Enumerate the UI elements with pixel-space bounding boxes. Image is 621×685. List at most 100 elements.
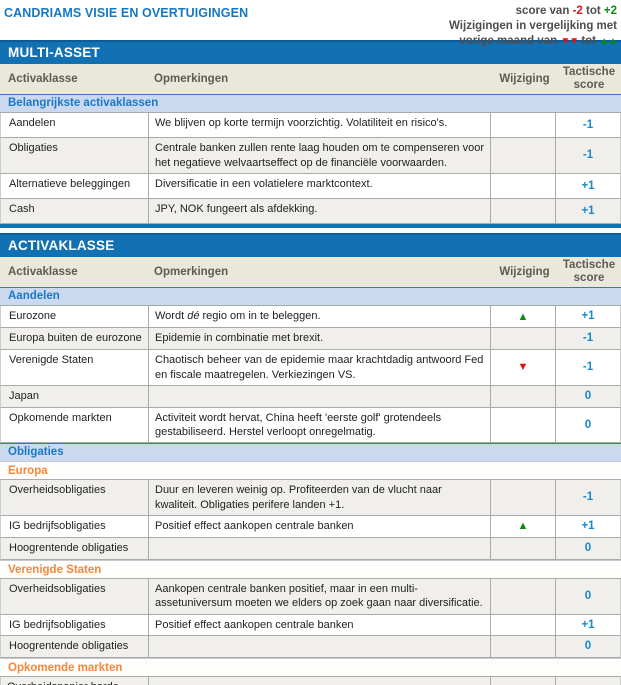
score-cell: 0 — [584, 389, 592, 402]
score-cell: 0 — [584, 418, 592, 431]
asset-cell: Hoogrentende obligaties — [1, 636, 149, 658]
change-cell — [491, 138, 556, 174]
remarks-cell: Diversificatie in een volatielere marktc… — [149, 174, 491, 199]
score-cell: -1 — [582, 118, 594, 131]
score-cell: 0 — [584, 640, 592, 653]
remarks-cell: Chaotisch beheer van de epidemie maar kr… — [149, 350, 491, 385]
opkomende-markten-rows: Overheidspapier harde munt Blootstelling… — [0, 676, 621, 685]
change-cell — [491, 677, 556, 685]
score-min: -2 — [572, 5, 583, 17]
score-range-sep: tot — [582, 5, 604, 17]
change-range-line: vorige maand van ▼▼ tot ▲▲ — [449, 34, 618, 49]
remarks-cell — [149, 385, 491, 407]
table-row: Opkomende markten Activiteit wordt herva… — [0, 407, 621, 444]
score-cell: +1 — [581, 520, 595, 533]
change-cell — [491, 480, 556, 516]
remarks-cell — [149, 636, 491, 658]
remarks-cell: Positief effect aankopen centrale banken — [149, 614, 491, 636]
table-row: Hoogrentende obligaties 0 — [0, 538, 621, 560]
table-row: Japan 0 — [0, 385, 621, 408]
column-header-change: Wijziging — [499, 73, 550, 86]
subsection-verenigde-staten: Verenigde Staten — [0, 559, 621, 578]
table-row: Overheidsobligaties Duur en leveren wein… — [0, 480, 621, 517]
table-row: Europa buiten de eurozone Epidemie in co… — [0, 328, 621, 351]
change-cell — [491, 538, 556, 559]
asset-cell: Obligaties — [1, 138, 149, 174]
section-banner-activaklasse: ACTIVAKLASSE — [0, 233, 621, 258]
change-cell: ▲ — [491, 306, 556, 328]
multi-asset-rows: Aandelen We blijven op korte termijn voo… — [0, 112, 621, 225]
page-header: CANDRIAMS VISIE EN OVERTUIGINGEN score v… — [0, 0, 621, 47]
asset-cell: Europa buiten de eurozone — [1, 328, 149, 350]
score-range-prefix: score van — [515, 5, 573, 17]
remarks-cell: Centrale banken zullen rente laag houden… — [149, 138, 491, 174]
score-cell: +1 — [556, 677, 620, 685]
asset-cell: Overheidsobligaties — [1, 578, 149, 614]
column-header-asset: Activaklasse — [8, 266, 78, 279]
verenigde-staten-rows: Overheidsobligaties Aankopen centrale ba… — [0, 577, 621, 659]
remarks-cell: Duur en leveren weinig op. Profiteerden … — [149, 480, 491, 516]
change-cell — [491, 636, 556, 658]
change-up-icon: ▲ — [517, 310, 529, 323]
remarks-cell: Positief effect aankopen centrale banken — [149, 516, 491, 537]
remarks-cell: We blijven op korte termijn voorzichtig.… — [149, 113, 491, 138]
asset-cell: IG bedrijfsobligaties — [1, 614, 149, 636]
asset-cell: Cash — [1, 199, 149, 224]
table-row: Overheidsobligaties Aankopen centrale ba… — [0, 578, 621, 615]
change-cell: ▼ — [491, 350, 556, 385]
column-header-remarks: Opmerkingen — [154, 266, 229, 279]
table-row: Eurozone Wordt dé regio om in te belegge… — [0, 306, 621, 329]
remarks-cell: JPY, NOK fungeert als afdekking. — [149, 199, 491, 224]
asset-cell: Verenigde Staten — [1, 350, 149, 385]
subsection-europa: Europa — [0, 461, 621, 480]
asset-cell: Hoogrentende obligaties — [1, 538, 149, 559]
subsection-opkomende-markten: Opkomende markten — [0, 658, 621, 677]
asset-cell: Japan — [1, 385, 149, 407]
asset-cell: IG bedrijfsobligaties — [1, 516, 149, 537]
subsection-aandelen: Aandelen — [0, 287, 621, 306]
legend: score van -2 tot +2 Wijzigingen in verge… — [449, 4, 618, 49]
change-cell — [491, 113, 556, 138]
table-row: Hoogrentende obligaties 0 — [0, 636, 621, 659]
change-cell — [491, 614, 556, 636]
subsection-obligaties: Obligaties — [0, 443, 621, 462]
change-cell — [491, 328, 556, 350]
asset-cell: Overheidsobligaties — [1, 480, 149, 516]
asset-cell: Eurozone — [1, 306, 149, 328]
table-row: IG bedrijfsobligaties Positief effect aa… — [0, 614, 621, 637]
score-cell: +1 — [581, 310, 595, 323]
score-max: +2 — [603, 5, 617, 17]
remark-part: Wordt — [155, 310, 188, 323]
table-row: Obligaties Centrale banken zullen rente … — [0, 138, 621, 175]
page-title: CANDRIAMS VISIE EN OVERTUIGINGEN — [4, 6, 249, 20]
aandelen-rows: Eurozone Wordt dé regio om in te belegge… — [0, 305, 621, 444]
remark-emphasis: dé — [187, 310, 200, 323]
change-cell: ▲ — [491, 516, 556, 537]
column-header-change: Wijziging — [499, 266, 550, 279]
score-cell: -1 — [582, 332, 594, 345]
change-range-sep: tot — [578, 34, 600, 47]
change-down-icon: ▼ — [517, 361, 529, 374]
column-header-row: Activaklasse Opmerkingen Wijziging Tacti… — [0, 257, 621, 288]
column-header-row: Activaklasse Opmerkingen Wijziging Tacti… — [0, 64, 621, 95]
section-end-bar — [0, 224, 621, 229]
asset-cell: Opkomende markten — [1, 407, 149, 443]
column-header-asset: Activaklasse — [8, 73, 78, 86]
score-cell: +1 — [581, 618, 595, 631]
table-row: Alternatieve beleggingen Diversificatie … — [0, 174, 621, 200]
column-header-score: Tactische score — [562, 66, 616, 92]
europa-rows: Overheidsobligaties Duur en leveren wein… — [0, 479, 621, 560]
score-range-line: score van -2 tot +2 — [449, 4, 617, 19]
column-header-remarks: Opmerkingen — [154, 73, 229, 86]
change-cell — [491, 385, 556, 407]
change-cell — [491, 199, 556, 224]
remarks-cell — [149, 538, 491, 559]
asset-cell: Overheidspapier harde munt — [1, 677, 149, 685]
remarks-cell: Aankopen centrale banken positief, maar … — [149, 578, 491, 614]
score-cell: +1 — [581, 204, 595, 217]
section-banner-multi-asset: MULTI-ASSET — [0, 40, 621, 64]
table-row: IG bedrijfsobligaties Positief effect aa… — [0, 516, 621, 538]
table-row: Verenigde Staten Chaotisch beheer van de… — [0, 350, 621, 386]
remarks-cell-merged: Blootstelling omwille van de rente-inkom… — [149, 677, 491, 685]
score-cell: +1 — [581, 179, 595, 192]
